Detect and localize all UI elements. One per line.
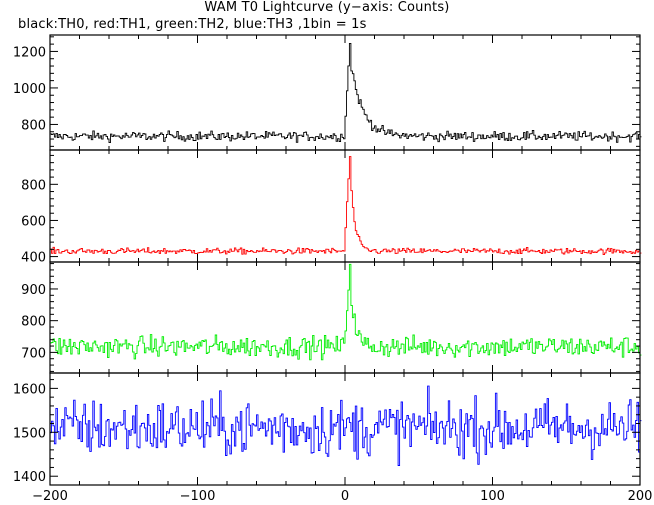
series-line-th3: [50, 385, 642, 466]
y-tick-label: 1600: [13, 382, 46, 397]
y-tick-label: 800: [21, 118, 46, 133]
y-tick-label: 900: [21, 283, 46, 298]
y-tick-label: 1500: [13, 426, 46, 441]
y-tick-label: 600: [21, 214, 46, 229]
panel-th3: 1400 1500 1600: [13, 372, 642, 486]
series-line-th2: [50, 263, 642, 361]
chart-subtitle: black:TH0, red:TH1, green:TH2, blue:TH3 …: [18, 17, 367, 32]
y-tick-label: 400: [21, 251, 46, 266]
panel-frame: [49, 261, 641, 374]
series-line-th1: [50, 156, 642, 256]
panel-th0: 800 1000 1200: [13, 34, 642, 151]
panels-group: 800 1000 1200 400 600 800 700 800 900 1400 1500 160…: [13, 34, 642, 486]
x-tick-label: −200: [32, 489, 68, 504]
chart-title: WAM T0 Lightcurve (y−axis: Counts): [204, 0, 450, 15]
y-tick-label: 800: [21, 178, 46, 193]
x-tick-label: 0: [341, 489, 349, 504]
x-tick-label: 200: [628, 489, 653, 504]
panel-th1: 400 600 800: [21, 149, 642, 266]
panel-th2: 700 800 900: [21, 261, 642, 374]
x-tick-label: 100: [480, 489, 505, 504]
x-tick-label: −100: [180, 489, 216, 504]
y-tick-label: 1400: [13, 470, 46, 485]
y-tick-label: 1200: [13, 45, 46, 60]
y-tick-label: 700: [21, 346, 46, 361]
series-line-th0: [50, 42, 642, 144]
y-tick-label: 1000: [13, 82, 46, 97]
y-tick-label: 800: [21, 315, 46, 330]
x-tick-labels: −200 −100 0 100 200: [32, 489, 652, 504]
